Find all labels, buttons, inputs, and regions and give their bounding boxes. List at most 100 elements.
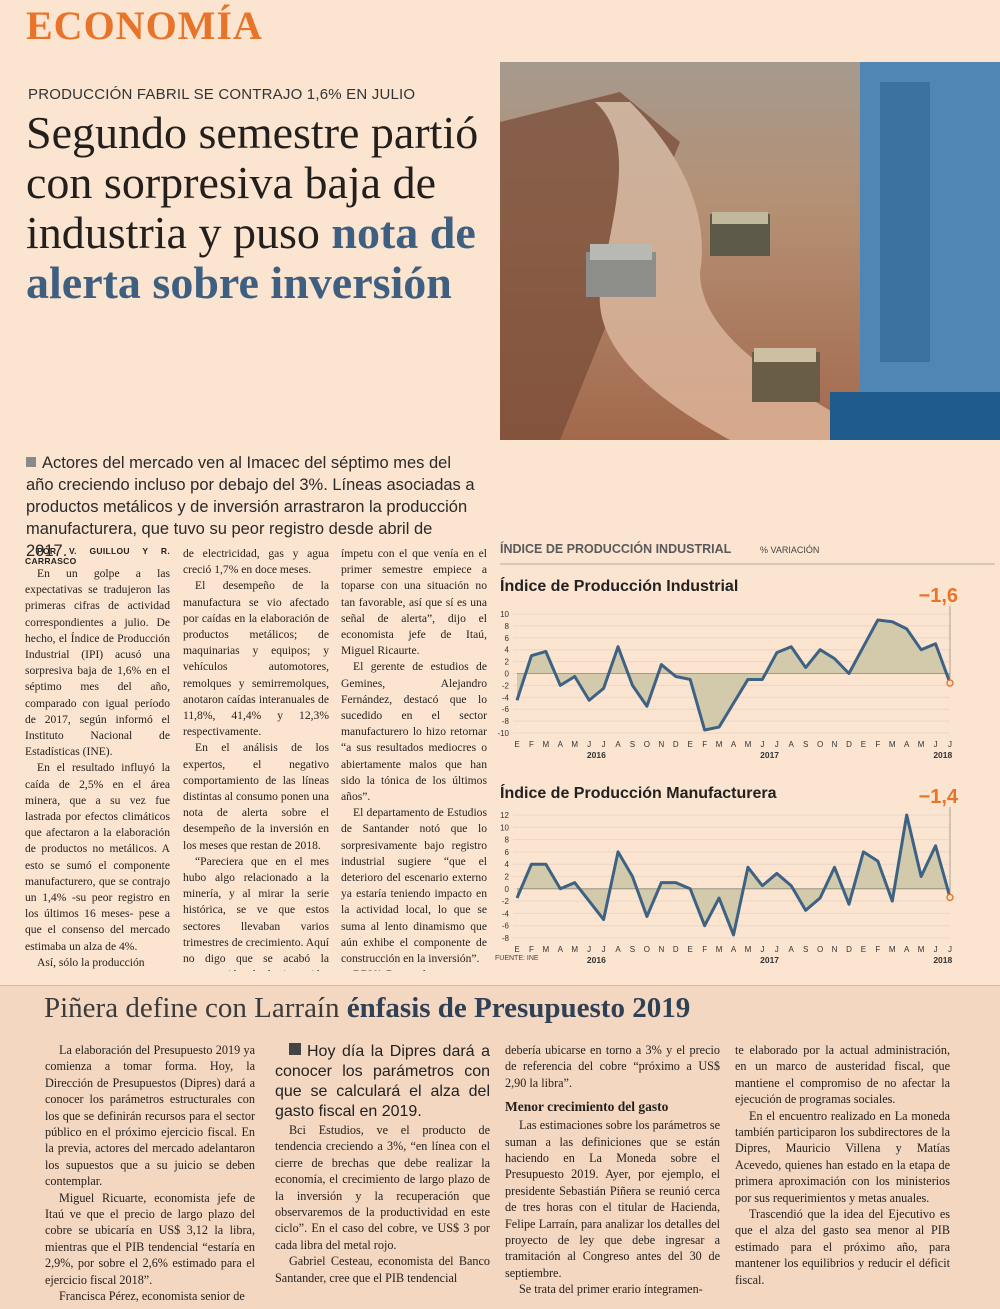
x-tick-label: J [775, 945, 779, 954]
x-tick-label: J [775, 740, 779, 749]
paragraph: Se trata del primer erario íntegramen- [519, 1282, 703, 1297]
paragraph: Miguel Ricuarte, economista jefe de Itaú… [45, 1190, 255, 1287]
y-tick-label: 4 [505, 646, 510, 655]
x-tick-label: S [630, 945, 635, 954]
y-tick-label: 2 [505, 873, 510, 882]
x-tick-label: A [731, 945, 737, 954]
x-group-label: 2016 [587, 955, 606, 965]
y-tick-label: 2 [505, 658, 510, 667]
headline-highlight: nota de alerta sobre inversión [26, 207, 476, 308]
x-tick-label: D [846, 740, 852, 749]
panel-units: % VARIACIÓN [760, 545, 819, 555]
annotation: −1,4 [919, 786, 959, 808]
x-tick-label: J [587, 740, 591, 749]
paragraph: El gerente de estudios de Gemines, Aleja… [341, 660, 487, 804]
x-tick-label: F [529, 740, 534, 749]
chart-title: Índice de Producción Industrial [500, 576, 738, 595]
x-group-label: 2017 [760, 955, 779, 965]
y-tick-label: -4 [502, 909, 510, 918]
x-tick-label: M [745, 740, 752, 749]
x-tick-label: E [861, 740, 866, 749]
x-tick-label: M [918, 945, 925, 954]
headline: Piñera define con Larraín énfasis de Pre… [44, 992, 690, 1025]
paragraph: El departamento de Estudios de Santander… [341, 806, 487, 966]
column: ímpetu con el que venía en el primer sem… [341, 546, 487, 971]
x-group-label: 2018 [933, 750, 952, 760]
headline-text: Segundo semestre partió con sorpresiva b… [26, 107, 479, 258]
x-tick-label: A [558, 945, 564, 954]
x-tick-label: M [543, 740, 550, 749]
x-group-label: 2018 [933, 955, 952, 965]
x-tick-label: S [803, 740, 808, 749]
subhead: Menor crecimiento del gasto [505, 1099, 669, 1115]
x-tick-label: M [571, 740, 578, 749]
x-tick-label: N [658, 945, 664, 954]
paragraph: Las estimaciones sobre los parámetros se… [505, 1118, 720, 1280]
photo [500, 62, 1000, 440]
x-tick-label: A [904, 945, 910, 954]
paragraph: El desempeño de la manufactura se vio af… [183, 579, 329, 739]
x-tick-label: E [861, 945, 866, 954]
x-tick-label: A [789, 740, 795, 749]
paragraph: En el encuentro realizado en La moneda t… [735, 1108, 950, 1205]
x-tick-label: O [644, 945, 650, 954]
paragraph: te elaborado por la actual administració… [735, 1043, 950, 1107]
article-box [0, 985, 1000, 1309]
x-tick-label: D [846, 945, 852, 954]
x-tick-label: J [602, 945, 606, 954]
paragraph: Gabriel Cesteau, economista del Banco Sa… [275, 1254, 490, 1285]
pull-quote: Hoy día la Dipres dará a conocer los par… [275, 1042, 490, 1122]
line [515, 618, 952, 732]
x-tick-label: F [529, 945, 534, 954]
paragraph: “Pareciera que en el mes hubo algo relac… [183, 854, 329, 971]
x-tick-label: M [543, 945, 550, 954]
x-tick-label: M [889, 945, 896, 954]
y-tick-label: -10 [497, 729, 509, 738]
paragraph: En un golpe a las expectativas se traduj… [25, 567, 170, 759]
y-tick-label: 0 [505, 885, 510, 894]
source: FUENTE: INE [495, 955, 539, 962]
annotation: −1,6 [919, 585, 958, 607]
x-tick-label: D [673, 945, 679, 954]
y-tick-label: -8 [502, 717, 510, 726]
paragraph: de electricidad, gas y agua creció 1,7% … [183, 547, 329, 577]
paragraph: debería ubicarse en torno a 3% y el prec… [505, 1043, 720, 1090]
x-tick-label: E [688, 945, 693, 954]
pull-quote-text: Hoy día la Dipres dará a conocer los par… [275, 1043, 490, 1120]
x-tick-label: A [789, 945, 795, 954]
y-tick-label: -6 [502, 705, 510, 714]
x-tick-label: D [673, 740, 679, 749]
y-tick-label: 6 [505, 634, 510, 643]
paragraph: Así, sólo la producción [37, 955, 145, 969]
x-tick-label: M [745, 945, 752, 954]
headline-text: Piñera define con Larraín [44, 992, 340, 1024]
column: Hoy día la Dipres dará a conocer los par… [275, 1042, 490, 1304]
x-tick-label: N [658, 740, 664, 749]
paragraph: Bci Estudios, ve el producto de tendenci… [275, 1123, 490, 1252]
y-tick-label: 8 [505, 836, 510, 845]
x-group-label: 2017 [760, 750, 779, 760]
x-tick-label: F [702, 740, 707, 749]
y-tick-label: -8 [502, 934, 510, 943]
y-tick-label: 0 [505, 670, 510, 679]
column: de electricidad, gas y agua creció 1,7% … [183, 546, 329, 971]
y-tick-label: 10 [500, 610, 509, 619]
x-tick-label: A [615, 740, 621, 749]
y-tick-label: -2 [502, 681, 510, 690]
headline: Segundo semestre partió con sorpresiva b… [26, 108, 501, 308]
x-tick-label: M [918, 740, 925, 749]
x-tick-label: N [832, 740, 838, 749]
x-tick-label: M [716, 945, 723, 954]
byline: POR V. GUILLOU Y R. CARRASCO [25, 546, 170, 566]
y-tick-label: 8 [505, 622, 510, 631]
x-tick-label: J [934, 945, 938, 954]
area [517, 619, 950, 731]
x-tick-label: O [817, 740, 823, 749]
x-tick-label: A [558, 740, 564, 749]
y-tick-label: -4 [502, 693, 510, 702]
kicker: PRODUCCIÓN FABRIL SE CONTRAJO 1,6% EN JU… [28, 86, 416, 103]
x-tick-label: E [688, 740, 693, 749]
y-tick-label: 10 [500, 823, 509, 832]
column: te elaborado por la actual administració… [735, 1042, 950, 1304]
